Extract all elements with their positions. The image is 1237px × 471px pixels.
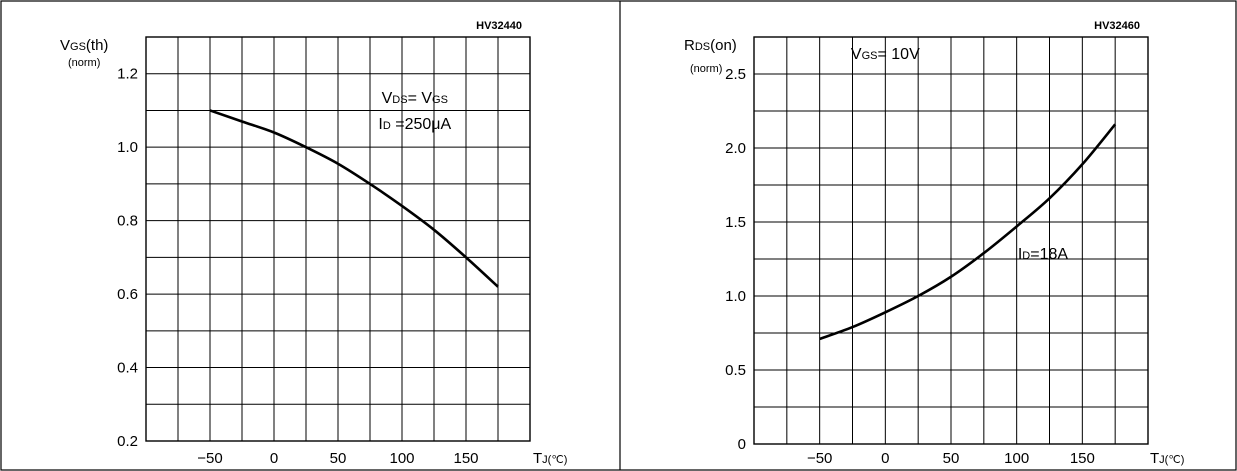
x-axis-label-rest: (℃) — [548, 454, 568, 466]
x-axis-label-rest: (℃) — [1165, 454, 1185, 466]
annotation-id-rest: =18A — [1030, 246, 1068, 263]
y-axis-unit: (norm) — [690, 63, 722, 75]
plot-border — [753, 36, 1149, 445]
x-tick-label: −50 — [197, 450, 222, 467]
y-tick-label: 1.2 — [117, 66, 138, 83]
y-tick-label: 1.5 — [725, 214, 746, 231]
y-axis-label-sub: DS — [695, 41, 710, 53]
y-tick-label: 0 — [738, 436, 746, 453]
annotation-id-sub: D — [383, 120, 391, 132]
annotation-vds-vgs: VDS= VGS — [382, 90, 448, 107]
chart-rds-on: HV32460 RDS(on) (norm) TJ(℃) 0 0.5 1.0 1.5 2… — [684, 20, 1184, 467]
annotation-vgs-sub: GS — [432, 94, 448, 106]
y-tick-label: 0.8 — [117, 213, 138, 230]
series-line-vgs-th — [209, 109, 499, 288]
y-tick-label: 2.0 — [725, 140, 746, 157]
y-axis-unit: (norm) — [68, 57, 100, 69]
y-tick-label: 0.6 — [117, 286, 138, 303]
chart-vgs-th: HV32440 VGS(th) (norm) TJ(℃) 0.20.40.60.… — [60, 20, 567, 467]
series-line-rds-on — [819, 123, 1117, 341]
x-tick-label: 100 — [389, 450, 414, 467]
x-tick-label: 0 — [270, 450, 278, 467]
y-axis-label: VGS(th) — [60, 37, 108, 54]
x-axis-label-sub: J — [1159, 454, 1165, 466]
y-axis-label-main: R — [684, 37, 695, 54]
y-tick-label: 0.5 — [725, 362, 746, 379]
y-tick-label: 1.0 — [725, 288, 746, 305]
annotation-vgs-main: V — [851, 46, 862, 63]
annotation-vds-sub: DS — [392, 94, 407, 106]
x-axis-label: TJ(℃) — [1150, 450, 1184, 467]
x-tick-labels: −50 0 50 100 150 — [197, 450, 478, 467]
x-axis-label: TJ(℃) — [533, 450, 567, 467]
y-tick-label: 1.0 — [117, 139, 138, 156]
y-axis-label-rest: (on) — [710, 37, 737, 54]
plot-area-frame — [145, 36, 531, 442]
x-axis-label-sub: J — [542, 454, 548, 466]
x-axis-label-main: T — [1150, 450, 1159, 467]
annotation-id-sub: D — [1022, 250, 1030, 262]
chart-grid — [753, 36, 1149, 445]
x-tick-label: 50 — [330, 450, 347, 467]
annotation-id-main: I — [378, 116, 382, 133]
y-tick-labels: 0 0.5 1.0 1.5 2.0 2.5 — [725, 66, 746, 453]
annotation-vgs: VGS= 10V — [851, 46, 920, 63]
x-axis-label-main: T — [533, 450, 542, 467]
x-tick-label: 100 — [1004, 450, 1029, 467]
chart-code-label: HV32460 — [1094, 20, 1140, 32]
y-tick-label: 0.2 — [117, 433, 138, 450]
chart-grid — [145, 36, 531, 442]
annotation-id: ID=18A — [1018, 246, 1069, 263]
annotation-id-rest: =250μA — [391, 116, 452, 133]
y-tick-label: 0.4 — [117, 360, 138, 377]
annotation-id-main: I — [1018, 246, 1022, 263]
annotation-vgs-rest: = 10V — [877, 46, 920, 63]
annotation-vds-main: V — [382, 90, 393, 107]
y-axis-label: RDS(on) — [684, 37, 737, 54]
x-tick-labels: −50 0 50 100 150 — [807, 450, 1095, 467]
y-axis-label-sub: GS — [70, 41, 86, 53]
x-tick-label: 50 — [943, 450, 960, 467]
annotation-id: ID =250μA — [378, 116, 451, 133]
y-tick-label: 2.5 — [725, 66, 746, 83]
plot-border — [145, 36, 531, 442]
annotation-vgs-sub: GS — [862, 50, 878, 62]
plot-area-frame — [753, 36, 1149, 445]
x-tick-label: 150 — [453, 450, 478, 467]
x-tick-label: −50 — [807, 450, 832, 467]
annotation-vds-rest: = V — [408, 90, 433, 107]
y-tick-labels: 0.2 0.4 0.6 0.8 1.0 1.2 — [117, 66, 138, 450]
x-tick-label: 0 — [881, 450, 889, 467]
y-axis-label-rest: (th) — [86, 37, 109, 54]
y-axis-label-main: V — [60, 37, 70, 54]
x-tick-label: 150 — [1070, 450, 1095, 467]
chart-code-label: HV32440 — [476, 20, 522, 32]
